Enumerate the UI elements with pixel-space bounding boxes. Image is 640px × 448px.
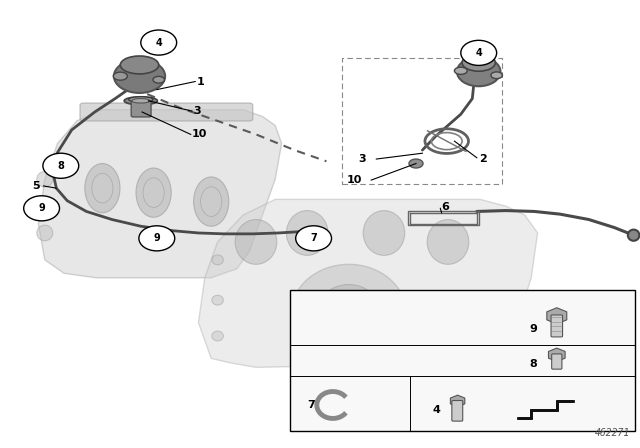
Text: 6: 6 bbox=[442, 202, 449, 212]
Text: 8: 8 bbox=[530, 359, 538, 369]
Ellipse shape bbox=[136, 168, 172, 217]
Text: 462271: 462271 bbox=[595, 428, 630, 438]
Ellipse shape bbox=[428, 220, 468, 264]
Ellipse shape bbox=[114, 60, 165, 93]
Text: 10: 10 bbox=[192, 129, 207, 139]
Text: 2: 2 bbox=[479, 154, 486, 164]
Ellipse shape bbox=[462, 54, 495, 71]
FancyBboxPatch shape bbox=[80, 103, 253, 121]
Ellipse shape bbox=[236, 220, 277, 264]
Ellipse shape bbox=[201, 187, 222, 216]
Ellipse shape bbox=[143, 178, 164, 207]
Text: 4: 4 bbox=[433, 405, 440, 415]
Text: 9: 9 bbox=[530, 324, 538, 334]
Text: 3: 3 bbox=[358, 154, 366, 164]
Text: 7: 7 bbox=[310, 233, 317, 243]
Ellipse shape bbox=[491, 72, 502, 79]
Circle shape bbox=[43, 153, 79, 178]
Ellipse shape bbox=[291, 264, 406, 363]
Text: 5: 5 bbox=[32, 181, 40, 191]
Text: 10: 10 bbox=[346, 175, 362, 185]
Ellipse shape bbox=[212, 255, 223, 265]
Ellipse shape bbox=[364, 211, 405, 255]
FancyBboxPatch shape bbox=[516, 395, 576, 423]
Text: 4: 4 bbox=[476, 48, 482, 58]
FancyBboxPatch shape bbox=[290, 290, 635, 431]
Ellipse shape bbox=[92, 173, 113, 203]
Polygon shape bbox=[198, 199, 538, 367]
Ellipse shape bbox=[37, 202, 53, 219]
Text: 3: 3 bbox=[193, 106, 201, 116]
Ellipse shape bbox=[457, 57, 500, 86]
FancyBboxPatch shape bbox=[552, 354, 562, 369]
Ellipse shape bbox=[194, 177, 229, 226]
Ellipse shape bbox=[153, 77, 164, 83]
Circle shape bbox=[139, 226, 175, 251]
Text: 9: 9 bbox=[154, 233, 160, 243]
Ellipse shape bbox=[129, 97, 153, 102]
Ellipse shape bbox=[287, 211, 328, 255]
Polygon shape bbox=[38, 110, 282, 278]
Ellipse shape bbox=[124, 97, 157, 105]
Ellipse shape bbox=[454, 67, 467, 74]
Ellipse shape bbox=[628, 230, 639, 241]
Ellipse shape bbox=[409, 159, 423, 168]
Ellipse shape bbox=[317, 284, 381, 343]
Ellipse shape bbox=[212, 295, 223, 305]
Ellipse shape bbox=[113, 72, 127, 80]
Circle shape bbox=[461, 40, 497, 65]
Text: 7: 7 bbox=[307, 400, 315, 410]
Circle shape bbox=[296, 226, 332, 251]
Ellipse shape bbox=[132, 99, 150, 103]
Ellipse shape bbox=[85, 164, 120, 213]
Circle shape bbox=[24, 196, 60, 221]
FancyBboxPatch shape bbox=[452, 401, 463, 421]
Circle shape bbox=[141, 30, 177, 55]
Ellipse shape bbox=[120, 56, 159, 74]
Ellipse shape bbox=[37, 225, 53, 241]
Ellipse shape bbox=[212, 331, 223, 341]
FancyBboxPatch shape bbox=[131, 101, 151, 117]
Text: 9: 9 bbox=[38, 203, 45, 213]
FancyBboxPatch shape bbox=[551, 315, 563, 337]
Ellipse shape bbox=[37, 172, 53, 187]
Text: 8: 8 bbox=[58, 161, 64, 171]
Text: 1: 1 bbox=[197, 77, 205, 86]
Text: 4: 4 bbox=[156, 38, 162, 47]
